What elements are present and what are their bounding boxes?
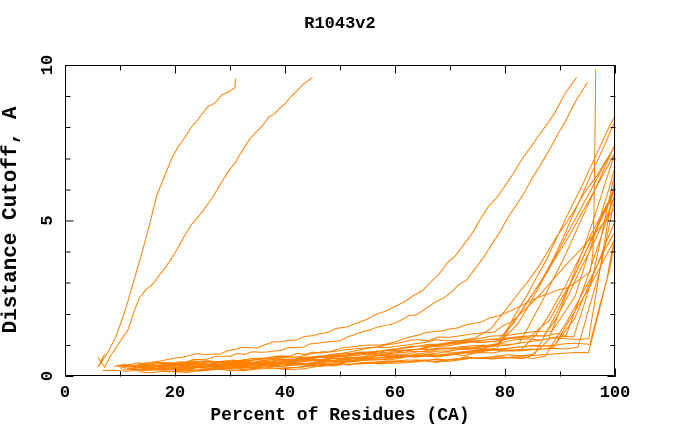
svg-text:80: 80 (495, 384, 515, 403)
svg-text:0: 0 (39, 371, 58, 381)
svg-text:60: 60 (385, 384, 405, 403)
svg-text:20: 20 (165, 384, 185, 403)
svg-text:100: 100 (600, 384, 631, 403)
svg-text:40: 40 (275, 384, 295, 403)
svg-text:R1043v2: R1043v2 (304, 15, 375, 34)
svg-text:5: 5 (39, 215, 58, 225)
svg-text:10: 10 (39, 55, 58, 75)
svg-text:0: 0 (60, 384, 70, 403)
svg-text:Percent of Residues (CA): Percent of Residues (CA) (210, 406, 469, 426)
svg-text:Distance Cutoff, A: Distance Cutoff, A (0, 106, 23, 333)
